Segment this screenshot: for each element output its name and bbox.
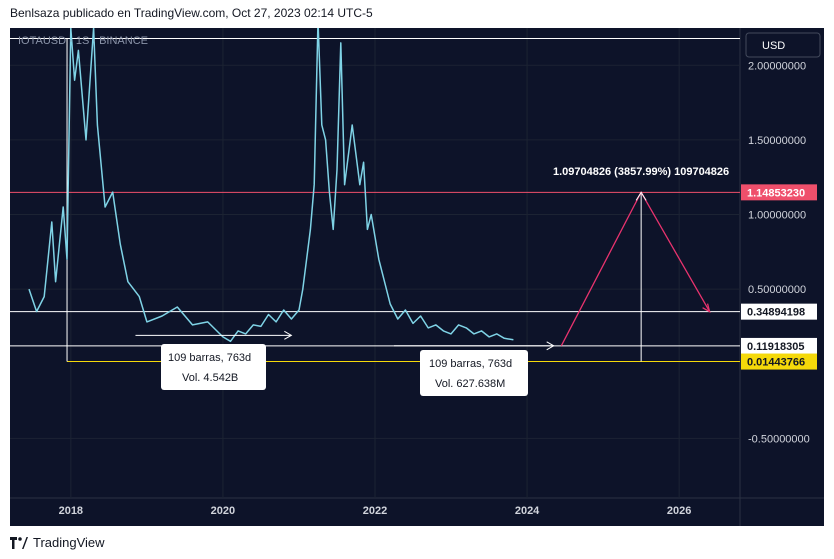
y-tick-label: 1.00000000 xyxy=(748,210,806,222)
y-tick-label: 2.00000000 xyxy=(748,60,806,72)
y-tick-label: 1.50000000 xyxy=(748,135,806,147)
currency-button[interactable] xyxy=(745,32,821,58)
publisher-caption: Benlsaza publicado en TradingView.com, O… xyxy=(10,6,373,20)
price-line xyxy=(28,19,514,343)
projection-label: 1.09704826 (3857.99%) 109704826 xyxy=(553,166,729,178)
chart-container[interactable]: IOTAUSD · 1S · BINANCE USD 2.00000000 1.5… xyxy=(10,19,824,526)
x-tick-label: 2026 xyxy=(667,505,691,517)
price-tag-bg xyxy=(741,303,817,320)
range-arrow-head xyxy=(284,330,293,340)
price-tags: 1.14853230 0.34894198 0.11918305 0.01443766 xyxy=(741,184,817,370)
y-tick-label: -0.50000000 xyxy=(748,433,810,445)
price-tag-bg xyxy=(741,353,817,370)
currency-label: USD xyxy=(762,40,785,52)
tradingview-logo-icon xyxy=(10,536,28,549)
price-series xyxy=(28,19,514,343)
projection-arrow-head xyxy=(702,303,711,313)
vertical-levels xyxy=(66,38,642,362)
annotation-box-1-bg xyxy=(161,344,266,390)
y-tick-label: 0.50000000 xyxy=(748,284,806,296)
x-tick-label: 2024 xyxy=(515,505,540,517)
range-arrows xyxy=(135,330,555,351)
grid-lines xyxy=(10,28,740,498)
price-tag-label: 0.01443766 xyxy=(747,357,805,369)
annotation-2-volume: Vol. 627.638M xyxy=(435,378,505,390)
price-tag-label: 0.34894198 xyxy=(747,307,805,319)
annotation-1-bars: 109 barras, 763d xyxy=(168,352,251,364)
projection-peak-arrow xyxy=(635,191,647,201)
footer-brand: TradingView xyxy=(33,535,105,550)
price-tag-label: 0.11918305 xyxy=(747,341,805,353)
x-tick-labels: 2018 2020 2022 2024 2026 xyxy=(59,505,692,517)
x-tick-label: 2020 xyxy=(211,505,235,517)
range-arrow-head xyxy=(546,341,555,351)
x-tick-label: 2018 xyxy=(59,505,83,517)
annotation-1-volume: Vol. 4.542B xyxy=(182,372,238,384)
price-tag-bg xyxy=(741,337,817,354)
price-tag-bg xyxy=(741,184,817,201)
annotation-box-2[interactable]: 109 barras, 763d Vol. 627.638M xyxy=(420,350,528,396)
y-tick-labels: 2.00000000 1.50000000 1.00000000 0.50000000… xyxy=(748,60,810,445)
annotation-2-bars: 109 barras, 763d xyxy=(429,358,512,370)
price-chart[interactable]: IOTAUSD · 1S · BINANCE USD 2.00000000 1.5… xyxy=(10,19,824,526)
horizontal-levels xyxy=(10,37,740,363)
footer: TradingView xyxy=(10,535,105,550)
time-scale-background xyxy=(10,498,824,526)
projection-path xyxy=(560,190,711,347)
price-tag-label: 1.14853230 xyxy=(747,187,805,199)
annotation-box-2-bg xyxy=(420,350,528,396)
annotation-box-1[interactable]: 109 barras, 763d Vol. 4.542B xyxy=(161,344,266,390)
symbol-label: IOTAUSD · 1S · BINANCE xyxy=(18,35,148,47)
price-scale-background xyxy=(740,28,824,498)
x-tick-label: 2022 xyxy=(363,505,387,517)
